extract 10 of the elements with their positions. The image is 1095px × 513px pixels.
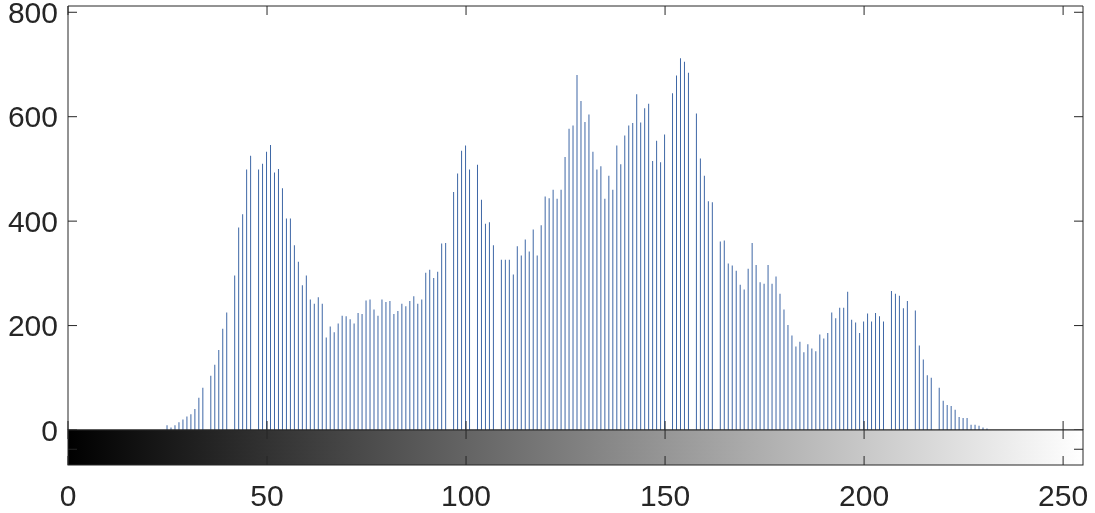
x-tick-label: 200	[839, 479, 890, 513]
x-tick-label: 250	[1038, 479, 1089, 513]
y-tick-label: 600	[7, 100, 58, 134]
x-tick-label: 100	[441, 479, 492, 513]
y-tick-label: 200	[7, 309, 58, 343]
y-tick-label: 400	[7, 204, 58, 238]
y-tick-label: 0	[41, 413, 58, 447]
y-tick-label: 800	[7, 0, 58, 29]
x-tick-label: 150	[640, 479, 691, 513]
x-tick-label: 50	[250, 479, 284, 513]
